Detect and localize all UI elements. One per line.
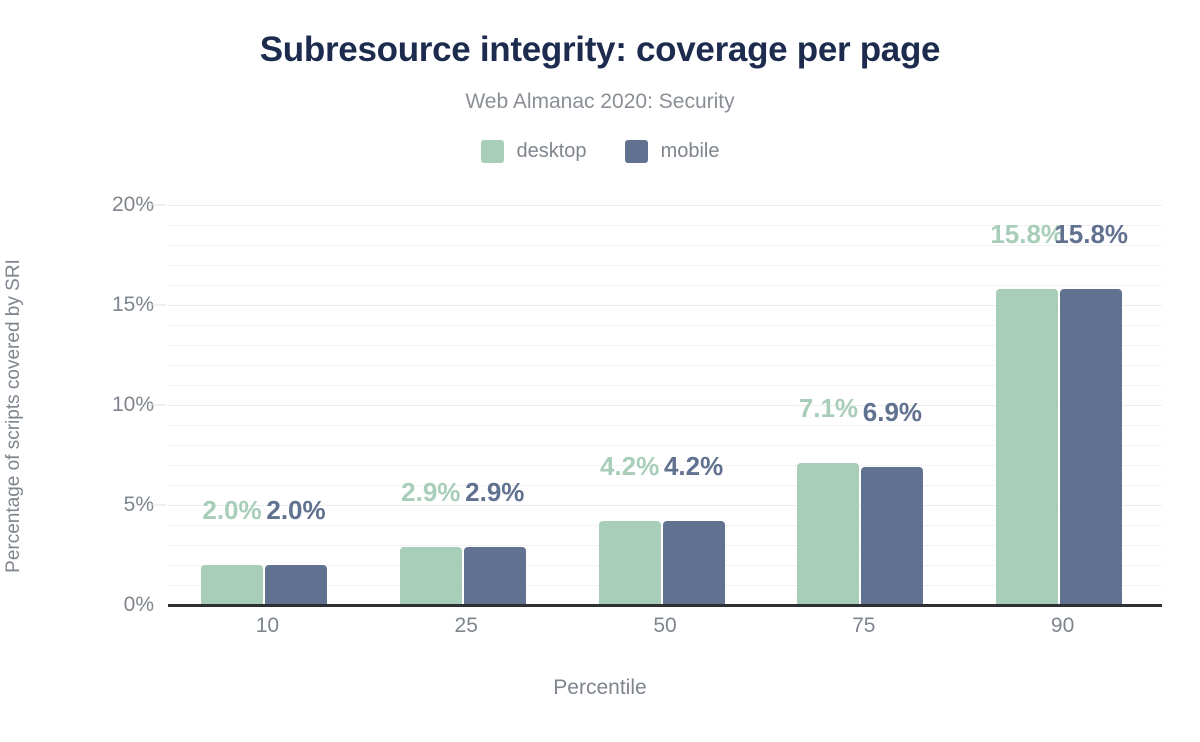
bar-group-25: 2.9% 2.9% — [367, 205, 566, 605]
bar-group-50: 4.2% 4.2% — [566, 205, 765, 605]
bar-mobile-90[interactable] — [1060, 289, 1123, 605]
y-axis-tick-label: 20% — [111, 193, 154, 216]
legend-swatch-desktop — [480, 140, 504, 163]
x-axis-title: Percentile — [553, 676, 647, 699]
bar-desktop-50[interactable] — [598, 521, 661, 605]
gridline — [168, 325, 1162, 326]
y-axis-title: Percentage of scripts covered by SRI — [3, 259, 24, 573]
x-axis-tick-label-25: 25 — [454, 614, 478, 637]
gridline — [168, 365, 1162, 366]
bar-mobile-75[interactable] — [861, 467, 924, 605]
bar-group-75: 7.1% 6.9% — [764, 205, 963, 605]
gridline — [168, 345, 1162, 346]
gridline — [168, 505, 1162, 506]
plot-area: 2.0% 2.0% 2.9% 2.9% 4.2% 4.2% 7.1% 6.9% 15.8% 15.… — [168, 205, 1162, 605]
bar-value-label-mobile-90: 15.8% — [1054, 219, 1129, 249]
bar-mobile-25[interactable] — [463, 547, 526, 605]
y-axis-tick-label: 10% — [111, 393, 154, 416]
gridline — [168, 425, 1162, 426]
x-axis-tick-label-75: 75 — [852, 614, 876, 637]
bar-desktop-90[interactable] — [996, 289, 1059, 605]
bar-value-label-desktop-90: 15.8% — [990, 219, 1065, 249]
bar-group-10: 2.0% 2.0% — [168, 205, 367, 605]
y-axis-tick-label: 5% — [123, 493, 154, 516]
gridline — [168, 265, 1162, 266]
bar-mobile-50[interactable] — [662, 521, 725, 605]
bar-desktop-25[interactable] — [399, 547, 462, 605]
gridline — [168, 445, 1162, 446]
gridline — [168, 245, 1162, 246]
y-axis-tick-label: 15% — [111, 293, 154, 316]
gridline — [168, 305, 1162, 306]
x-axis-tick-label-10: 10 — [255, 614, 280, 637]
y-axis-tick-mark — [148, 204, 166, 206]
gridline — [168, 285, 1162, 286]
y-axis-tick-mark — [148, 504, 166, 506]
bar-value-label-desktop-50: 4.2% — [599, 451, 660, 481]
y-axis-tick-mark — [148, 304, 166, 306]
legend-item-desktop[interactable]: desktop — [480, 140, 587, 163]
bar-value-label-mobile-10: 2.0% — [266, 495, 326, 525]
bar-group-90: 15.8% 15.8% — [963, 205, 1162, 605]
legend-item-mobile[interactable]: mobile — [624, 140, 720, 163]
bar-mobile-10[interactable] — [265, 565, 327, 605]
y-axis-tick-mark — [148, 404, 166, 406]
x-axis-baseline — [168, 604, 1162, 607]
chart-legend: desktop mobile — [0, 140, 1200, 163]
x-axis-tick-label-90: 90 — [1050, 614, 1075, 637]
gridline — [168, 465, 1162, 466]
legend-label-desktop: desktop — [516, 140, 587, 162]
bar-desktop-10[interactable] — [201, 565, 263, 605]
bar-desktop-75[interactable] — [797, 463, 860, 605]
bar-value-label-desktop-10: 2.0% — [202, 495, 262, 525]
legend-label-mobile: mobile — [660, 140, 720, 162]
y-axis-tick-label: 0% — [123, 593, 154, 616]
legend-swatch-mobile — [624, 140, 648, 163]
gridline — [168, 385, 1162, 386]
chart-title: Subresource integrity: coverage per page — [259, 30, 941, 69]
bar-value-label-mobile-50: 4.2% — [663, 451, 724, 481]
gridline — [168, 225, 1162, 226]
bar-value-label-desktop-75: 7.1% — [798, 393, 859, 423]
chart-subtitle: Web Almanac 2020: Security — [465, 90, 735, 113]
bar-value-label-mobile-25: 2.9% — [465, 477, 525, 507]
bar-value-label-desktop-25: 2.9% — [401, 477, 461, 507]
gridline — [168, 205, 1162, 206]
x-axis-tick-label-50: 50 — [653, 614, 677, 637]
gridline — [168, 485, 1162, 486]
bar-value-label-mobile-75: 6.9% — [862, 397, 923, 427]
gridline — [168, 405, 1162, 406]
